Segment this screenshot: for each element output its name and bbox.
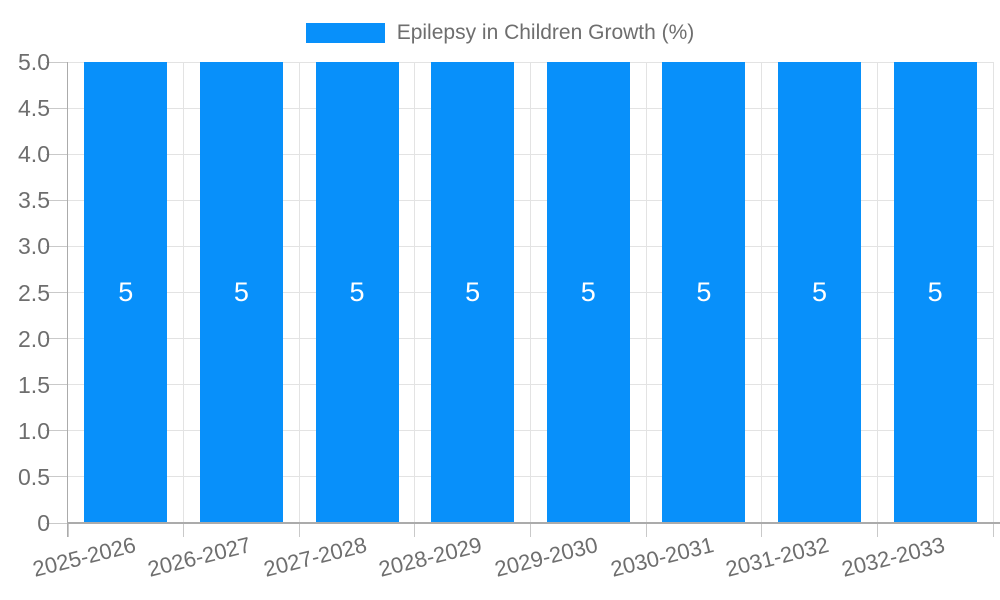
legend-swatch [305, 23, 385, 43]
x-axis-tick [530, 523, 531, 537]
y-axis-tick [46, 430, 68, 432]
bar-value-label: 5 [118, 277, 134, 307]
x-axis-tick-label: 2026-2027 [145, 532, 254, 582]
gridline-vertical [414, 62, 416, 523]
y-axis-tick-label: 3.5 [18, 187, 50, 214]
y-axis-tick-label: 5.0 [18, 49, 50, 75]
y-axis-tick-label: 4.0 [18, 141, 50, 168]
y-axis-tick [46, 338, 68, 340]
x-axis-tick-label: 2028-2029 [376, 532, 485, 582]
y-axis-tick-label: 2.0 [18, 325, 50, 352]
y-axis-tick [46, 384, 68, 386]
x-axis-tick [876, 523, 878, 537]
gridline-vertical [645, 62, 647, 523]
bar[interactable]: 5 [84, 62, 168, 523]
x-axis-tick-label: 2032-2033 [839, 532, 948, 582]
gridline-vertical [183, 62, 185, 523]
gridline-vertical [761, 62, 763, 523]
chart-legend[interactable]: Epilepsy in Children Growth (%) [0, 20, 1000, 46]
y-axis-tick [46, 522, 68, 524]
y-axis-tick-label: 0.5 [18, 463, 50, 490]
gridline-vertical [530, 62, 531, 523]
gridline-vertical [876, 62, 878, 523]
x-axis-tick-label: 2027-2028 [260, 532, 370, 582]
x-axis-tick-label: 2025-2026 [29, 532, 138, 582]
x-axis-tick [992, 523, 994, 537]
y-axis-line [67, 62, 68, 537]
y-axis-tick-label: 2.5 [18, 279, 50, 306]
x-axis-tick [645, 523, 647, 537]
x-axis-tick-label: 2029-2030 [492, 532, 601, 582]
y-axis-tick [46, 245, 68, 247]
bar-value-label: 5 [927, 277, 943, 307]
bar-value-label: 5 [580, 277, 596, 307]
y-axis-tick [46, 61, 68, 63]
y-axis-tick [46, 107, 68, 109]
bar[interactable]: 5 [315, 62, 399, 523]
x-axis-tick-label: 2030-2031 [607, 532, 716, 582]
y-axis-tick-label: 1.5 [18, 371, 50, 398]
bar[interactable]: 5 [546, 62, 630, 523]
x-axis-tick [67, 523, 69, 537]
bar-value-label: 5 [349, 277, 365, 307]
y-axis-tick-label: 4.5 [18, 95, 50, 122]
bar[interactable]: 5 [431, 62, 515, 523]
x-axis-tick [298, 523, 300, 537]
bar-value-label: 5 [233, 277, 249, 307]
x-axis-tick [414, 523, 416, 537]
gridline-vertical [298, 62, 300, 523]
y-axis-tick [46, 476, 68, 478]
x-axis-tick [183, 523, 185, 537]
x-axis-line [68, 522, 1000, 524]
bar[interactable]: 5 [893, 62, 977, 523]
gridline-vertical [992, 62, 994, 523]
x-axis-tick [761, 523, 763, 537]
y-axis-tick-label: 0 [37, 510, 50, 536]
legend-label: Epilepsy in Children Growth (%) [396, 21, 695, 44]
bar-value-label: 5 [696, 277, 712, 307]
y-axis-tick [46, 153, 68, 155]
y-axis-tick [46, 292, 68, 293]
x-axis-tick-label: 2031-2032 [723, 532, 832, 582]
bar-value-label: 5 [812, 277, 828, 307]
bar[interactable]: 5 [778, 62, 862, 523]
y-axis-tick-label: 3.0 [18, 233, 50, 260]
y-axis-tick [46, 199, 68, 201]
y-axis-tick-label: 1.0 [18, 417, 50, 444]
bar-value-label: 5 [465, 277, 481, 307]
bar[interactable]: 5 [199, 62, 283, 523]
bar[interactable]: 5 [662, 62, 746, 523]
